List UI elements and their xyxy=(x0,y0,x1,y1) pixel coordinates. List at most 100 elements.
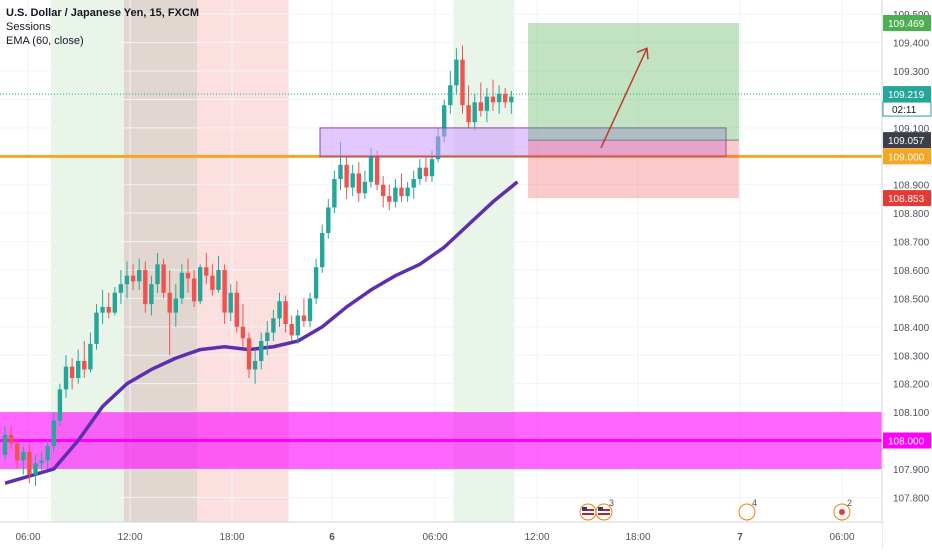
profit-target-area[interactable] xyxy=(528,23,739,141)
candle-body[interactable] xyxy=(356,173,361,194)
candle-body[interactable] xyxy=(466,105,471,123)
position-tool[interactable] xyxy=(319,23,739,199)
candle-body[interactable] xyxy=(57,389,63,421)
candle-body[interactable] xyxy=(130,275,136,282)
candle-body[interactable] xyxy=(191,278,197,302)
candle-body[interactable] xyxy=(423,167,429,177)
candle-body[interactable] xyxy=(106,306,111,313)
candle-body[interactable] xyxy=(332,179,337,208)
price-badge-support[interactable] xyxy=(883,432,931,449)
candle-body[interactable] xyxy=(368,156,374,182)
candle-body[interactable] xyxy=(45,446,50,461)
candle-body[interactable] xyxy=(143,270,148,305)
candle-body[interactable] xyxy=(234,292,239,327)
candle-body[interactable] xyxy=(82,360,87,370)
candle-body[interactable] xyxy=(326,207,331,234)
indicator-ema[interactable]: EMA (60, close) xyxy=(6,35,84,47)
candle-body[interactable] xyxy=(490,96,496,103)
candle-body[interactable] xyxy=(442,105,447,137)
candle-body[interactable] xyxy=(252,360,258,370)
candle-body[interactable] xyxy=(320,233,325,268)
trend-arrow[interactable] xyxy=(600,48,648,149)
candle-body[interactable] xyxy=(374,156,380,185)
candle-body[interactable] xyxy=(161,264,166,293)
price-badge-entry[interactable] xyxy=(883,132,931,149)
candle-body[interactable] xyxy=(283,301,288,324)
candle-body[interactable] xyxy=(344,164,349,188)
indicator-sessions[interactable]: Sessions xyxy=(6,21,51,33)
candle-body[interactable] xyxy=(429,159,435,177)
candle-body[interactable] xyxy=(289,324,294,336)
candle-body[interactable] xyxy=(478,102,483,111)
candle-body[interactable] xyxy=(8,434,14,444)
candle-body[interactable] xyxy=(405,187,410,197)
candle-body[interactable] xyxy=(118,284,124,293)
candle-body[interactable] xyxy=(137,270,142,282)
price-badge-level[interactable] xyxy=(883,148,931,165)
candle-body[interactable] xyxy=(94,312,99,344)
candle-body[interactable] xyxy=(240,326,246,339)
candle-body[interactable] xyxy=(484,96,490,111)
candle-body[interactable] xyxy=(63,366,69,390)
candle-body[interactable] xyxy=(198,267,203,302)
candle-body[interactable] xyxy=(295,315,300,336)
ema-line[interactable] xyxy=(4,180,519,485)
economic-events[interactable]: 3 4 2 xyxy=(579,498,852,521)
candle-body[interactable] xyxy=(313,267,319,299)
candle-body[interactable] xyxy=(399,187,404,197)
candle-body[interactable] xyxy=(210,275,215,290)
candle-body[interactable] xyxy=(448,85,453,106)
candle-body[interactable] xyxy=(301,315,307,322)
symbol-title[interactable]: U.S. Dollar / Japanese Yen, 15, FXCM xyxy=(6,7,199,19)
candle-body[interactable] xyxy=(100,306,105,313)
candle-body[interactable] xyxy=(259,341,264,361)
candle-body[interactable] xyxy=(155,264,160,285)
candle-body[interactable] xyxy=(417,167,422,180)
candle-body[interactable] xyxy=(265,332,270,342)
price-badge-current[interactable] xyxy=(883,86,931,103)
candle-body[interactable] xyxy=(15,443,20,461)
candle-body[interactable] xyxy=(460,59,465,106)
candle-body[interactable] xyxy=(472,102,477,123)
price-badge-stop[interactable] xyxy=(883,190,931,207)
candle-body[interactable] xyxy=(167,292,172,313)
candle-body[interactable] xyxy=(21,451,26,461)
resistance-zone[interactable] xyxy=(319,127,727,157)
candle-body[interactable] xyxy=(173,298,178,313)
candle-body[interactable] xyxy=(228,292,233,313)
candle-body[interactable] xyxy=(350,173,355,188)
candle-body[interactable] xyxy=(387,196,392,202)
candle-body[interactable] xyxy=(338,164,343,180)
stop-loss-area[interactable] xyxy=(528,140,739,199)
candle-body[interactable] xyxy=(503,93,508,103)
candle-body[interactable] xyxy=(454,59,459,86)
candle-body[interactable] xyxy=(51,420,56,447)
candle-body[interactable] xyxy=(2,434,8,455)
candle-body[interactable] xyxy=(33,463,38,475)
candle-body[interactable] xyxy=(179,272,185,299)
candle-body[interactable] xyxy=(222,270,227,313)
candle-body[interactable] xyxy=(381,184,386,197)
candle-body[interactable] xyxy=(112,292,117,313)
candle-body[interactable] xyxy=(246,338,252,370)
candle-body[interactable] xyxy=(411,179,416,188)
candle-body[interactable] xyxy=(496,93,502,103)
candle-body[interactable] xyxy=(277,301,282,319)
price-badge-target[interactable] xyxy=(883,15,931,32)
candle-body[interactable] xyxy=(69,366,75,378)
candle-body[interactable] xyxy=(39,460,44,464)
candle-body[interactable] xyxy=(149,284,154,305)
candle-body[interactable] xyxy=(271,318,276,333)
candle-body[interactable] xyxy=(362,181,368,194)
candle-body[interactable] xyxy=(76,360,81,378)
time-axis[interactable]: 06:00 12:00 18:00 6 06:00 12:00 18:00 7 06:00 xyxy=(0,521,882,550)
price-axis[interactable]: 107.800 107.900 108.000 108.100 108.200 108.3… xyxy=(881,0,932,550)
candle-body[interactable] xyxy=(88,343,93,370)
event-moon-icon[interactable] xyxy=(738,503,756,521)
candle-body[interactable] xyxy=(307,298,313,322)
candle-body[interactable] xyxy=(216,270,221,290)
candle-body[interactable] xyxy=(27,451,32,475)
candle-body[interactable] xyxy=(204,267,209,276)
